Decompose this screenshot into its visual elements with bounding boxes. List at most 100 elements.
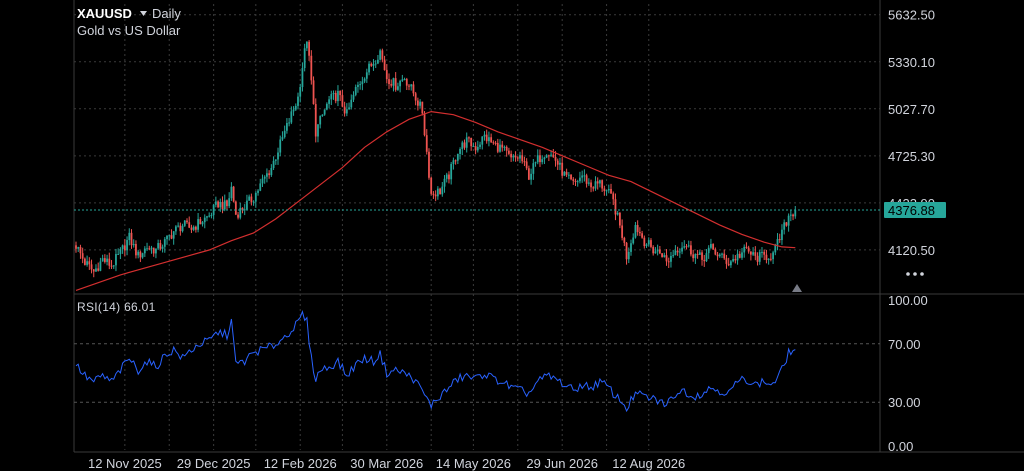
- candle: [556, 158, 559, 170]
- candle: [643, 235, 646, 249]
- candle: [394, 72, 397, 92]
- candle-body: [736, 253, 739, 261]
- candle: [645, 243, 648, 248]
- candle-body: [314, 104, 317, 137]
- candle: [454, 159, 457, 165]
- candle-body: [266, 173, 268, 177]
- candle-body: [789, 214, 792, 216]
- candle-body: [234, 201, 237, 215]
- candle: [685, 243, 688, 250]
- candle: [294, 103, 297, 111]
- candle-body: [310, 55, 313, 81]
- candle: [175, 225, 177, 235]
- candle: [747, 245, 750, 254]
- candle: [758, 250, 761, 265]
- candle-body: [532, 163, 535, 174]
- candle: [370, 62, 373, 67]
- candle-body: [292, 109, 295, 112]
- candle: [461, 140, 464, 156]
- candle-body: [348, 107, 350, 110]
- candle-body: [794, 210, 797, 217]
- candle: [632, 233, 635, 245]
- candle-body: [508, 150, 510, 154]
- candle: [678, 248, 681, 258]
- candle: [705, 249, 708, 262]
- candle: [97, 262, 100, 272]
- candle-body: [501, 144, 504, 148]
- candle: [514, 151, 517, 162]
- triangle-marker-icon: [792, 284, 802, 292]
- candle: [443, 175, 446, 193]
- candle: [670, 251, 672, 268]
- candle: [314, 98, 317, 143]
- candle: [612, 191, 615, 205]
- interval-label[interactable]: Daily: [152, 6, 181, 21]
- candle: [683, 240, 686, 249]
- more-dots-icon[interactable]: [906, 272, 924, 276]
- candle-body: [703, 259, 706, 262]
- candle: [374, 60, 377, 69]
- candle: [767, 258, 770, 265]
- candle-body: [128, 232, 131, 241]
- candle-body: [581, 175, 584, 178]
- symbol-name[interactable]: XAUUSD: [77, 6, 132, 21]
- candle-body: [352, 94, 355, 100]
- candle: [390, 79, 393, 88]
- candle-body: [607, 188, 610, 191]
- candle: [592, 186, 595, 192]
- caret-down-icon[interactable]: [140, 11, 147, 16]
- candle: [86, 255, 88, 267]
- candle-body: [756, 255, 759, 262]
- candle-body: [592, 187, 595, 189]
- candle: [334, 90, 337, 104]
- candle-body: [485, 134, 488, 142]
- price-tick-label: 4725.30: [888, 149, 935, 164]
- candle-body: [274, 159, 277, 161]
- rsi-axis-ticks: 100.00 70.00 30.00 0.00: [888, 293, 928, 454]
- candle: [139, 250, 142, 263]
- candle-body: [157, 243, 160, 249]
- candle-body: [150, 247, 153, 249]
- candle: [421, 101, 424, 116]
- candle-body: [221, 201, 224, 210]
- candle-body: [516, 157, 519, 159]
- candle: [570, 174, 572, 181]
- candle-body: [741, 252, 743, 258]
- candle-body: [572, 179, 575, 181]
- rsi-legend[interactable]: RSI(14) 66.01: [77, 300, 156, 314]
- candle: [170, 229, 173, 240]
- candle: [274, 159, 277, 165]
- candle-body: [123, 245, 126, 251]
- time-tick-label: 30 Mar 2026: [350, 456, 423, 471]
- candle: [601, 179, 604, 192]
- candle: [377, 55, 379, 65]
- candle-body: [277, 152, 279, 160]
- candle: [208, 212, 211, 218]
- candle: [503, 145, 506, 151]
- candle: [541, 155, 544, 165]
- time-tick-label: 12 Feb 2026: [264, 456, 337, 471]
- candle-body: [663, 255, 666, 257]
- candle: [103, 254, 106, 264]
- candle-body: [714, 249, 717, 255]
- candle-body: [541, 159, 544, 163]
- rsi-tick-label: 0.00: [888, 439, 913, 454]
- candle-body: [399, 80, 402, 87]
- candle-body: [239, 207, 242, 218]
- candle: [583, 169, 586, 182]
- candle-body: [749, 251, 752, 255]
- rsi-tick-label: 70.00: [888, 337, 921, 352]
- candle-body: [436, 188, 439, 197]
- candle: [763, 249, 766, 261]
- candle: [186, 218, 188, 224]
- candle-body: [101, 258, 104, 262]
- candle-body: [721, 253, 723, 255]
- candle: [594, 176, 597, 191]
- candle-body: [534, 162, 537, 164]
- candle-body: [117, 253, 120, 255]
- candle-body: [552, 154, 555, 157]
- candle: [787, 213, 790, 232]
- candle-body: [610, 188, 612, 194]
- candle-body: [283, 130, 286, 138]
